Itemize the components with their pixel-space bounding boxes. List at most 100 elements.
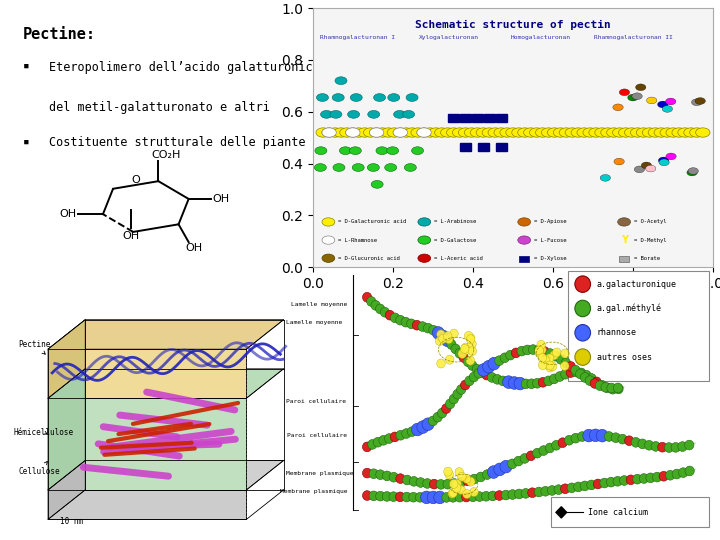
Circle shape bbox=[441, 404, 451, 414]
Text: = D-Apiose: = D-Apiose bbox=[534, 219, 566, 225]
Circle shape bbox=[457, 485, 465, 495]
Circle shape bbox=[428, 416, 438, 426]
Text: OH: OH bbox=[213, 194, 230, 204]
Circle shape bbox=[437, 359, 445, 368]
Circle shape bbox=[571, 433, 580, 443]
Circle shape bbox=[450, 329, 458, 338]
Circle shape bbox=[521, 489, 531, 498]
Circle shape bbox=[455, 492, 464, 502]
Circle shape bbox=[580, 373, 590, 382]
Circle shape bbox=[512, 128, 526, 137]
Circle shape bbox=[405, 128, 419, 137]
Circle shape bbox=[441, 128, 455, 137]
Bar bbox=[495, 114, 507, 122]
Circle shape bbox=[468, 347, 477, 355]
Circle shape bbox=[376, 470, 385, 480]
Circle shape bbox=[523, 345, 532, 355]
Circle shape bbox=[362, 442, 372, 452]
Circle shape bbox=[665, 470, 675, 480]
Circle shape bbox=[659, 471, 668, 481]
Circle shape bbox=[545, 354, 554, 363]
Circle shape bbox=[339, 147, 351, 154]
Circle shape bbox=[614, 384, 624, 394]
Circle shape bbox=[606, 477, 616, 487]
Circle shape bbox=[590, 379, 599, 388]
Circle shape bbox=[373, 437, 382, 447]
Circle shape bbox=[320, 111, 333, 118]
Text: Membrane plasmique: Membrane plasmique bbox=[280, 489, 348, 494]
Circle shape bbox=[402, 111, 415, 118]
Circle shape bbox=[418, 218, 431, 226]
Circle shape bbox=[696, 128, 710, 137]
Circle shape bbox=[601, 382, 610, 392]
Circle shape bbox=[631, 437, 641, 447]
Circle shape bbox=[444, 467, 452, 476]
Circle shape bbox=[455, 348, 464, 358]
Circle shape bbox=[575, 325, 590, 341]
Bar bbox=[519, 255, 529, 262]
Circle shape bbox=[388, 93, 400, 102]
Circle shape bbox=[557, 354, 565, 364]
Circle shape bbox=[464, 128, 479, 137]
Text: OH: OH bbox=[185, 244, 202, 253]
Circle shape bbox=[572, 367, 581, 377]
Circle shape bbox=[639, 474, 649, 483]
Circle shape bbox=[592, 377, 601, 387]
Circle shape bbox=[482, 470, 492, 480]
Circle shape bbox=[351, 128, 366, 137]
Circle shape bbox=[364, 128, 378, 137]
Circle shape bbox=[434, 491, 446, 504]
Circle shape bbox=[644, 441, 654, 450]
Circle shape bbox=[538, 353, 546, 362]
Circle shape bbox=[402, 429, 411, 438]
Text: a.gal.méthylé: a.gal.méthylé bbox=[597, 303, 662, 313]
Circle shape bbox=[561, 369, 570, 379]
Circle shape bbox=[335, 77, 347, 85]
Circle shape bbox=[567, 483, 577, 492]
Circle shape bbox=[618, 128, 633, 137]
Circle shape bbox=[517, 346, 526, 356]
Circle shape bbox=[536, 128, 550, 137]
Circle shape bbox=[418, 254, 431, 262]
Circle shape bbox=[587, 480, 596, 490]
Polygon shape bbox=[48, 320, 284, 349]
Circle shape bbox=[547, 485, 557, 495]
Circle shape bbox=[469, 372, 479, 382]
Polygon shape bbox=[48, 490, 246, 519]
Circle shape bbox=[476, 128, 490, 137]
Text: Eteropolimero dell’acido galatturonico,: Eteropolimero dell’acido galatturonico, bbox=[49, 61, 327, 74]
Circle shape bbox=[407, 319, 416, 329]
Circle shape bbox=[554, 485, 563, 495]
Circle shape bbox=[362, 491, 372, 501]
Circle shape bbox=[546, 349, 554, 359]
Text: = D-Xylose: = D-Xylose bbox=[534, 256, 566, 261]
Circle shape bbox=[549, 374, 559, 384]
Circle shape bbox=[620, 476, 629, 485]
Circle shape bbox=[417, 421, 429, 434]
Circle shape bbox=[562, 358, 570, 368]
Circle shape bbox=[450, 478, 459, 488]
Circle shape bbox=[488, 491, 498, 501]
Circle shape bbox=[631, 128, 644, 137]
Circle shape bbox=[565, 128, 580, 137]
Circle shape bbox=[611, 433, 621, 443]
Circle shape bbox=[539, 361, 547, 369]
Circle shape bbox=[396, 474, 405, 483]
Circle shape bbox=[646, 473, 655, 483]
Circle shape bbox=[322, 254, 335, 262]
Circle shape bbox=[316, 128, 330, 137]
Polygon shape bbox=[48, 369, 284, 399]
Circle shape bbox=[600, 174, 611, 181]
Circle shape bbox=[553, 128, 567, 137]
Circle shape bbox=[423, 128, 437, 137]
Circle shape bbox=[593, 479, 603, 489]
Text: rhannose: rhannose bbox=[597, 328, 637, 338]
Circle shape bbox=[574, 482, 583, 492]
Text: Homogalacturonan: Homogalacturonan bbox=[511, 35, 571, 40]
Circle shape bbox=[613, 383, 623, 393]
Circle shape bbox=[438, 408, 447, 418]
Circle shape bbox=[515, 489, 523, 499]
Circle shape bbox=[358, 128, 372, 137]
Text: Rhamnogalacturonan II: Rhamnogalacturonan II bbox=[593, 35, 672, 40]
Circle shape bbox=[534, 345, 544, 355]
